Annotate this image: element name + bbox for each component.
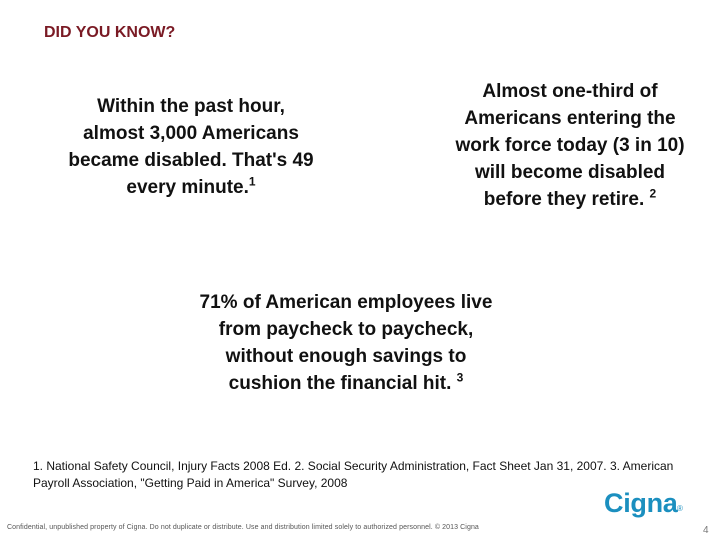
fact-text: Within the past hour, almost 3,000 Ameri… [68, 96, 314, 198]
references: 1. National Safety Council, Injury Facts… [33, 459, 674, 490]
logo-text: Cigna [604, 488, 678, 518]
fact-paycheck-to-paycheck: 71% of American employees live from payc… [196, 289, 496, 397]
registered-mark: ® [677, 504, 683, 513]
cigna-logo: Cigna ® [604, 488, 683, 518]
confidential-footer: Confidential, unpublished property of Ci… [7, 524, 479, 531]
fact-ref: 1 [248, 174, 256, 189]
page-number: 4 [703, 525, 709, 536]
fact-text: 71% of American employees live from payc… [199, 292, 493, 394]
slide-title: DID YOU KNOW? [44, 24, 176, 41]
fact-ref: 3 [456, 370, 464, 385]
fact-one-third-disabled: Almost one-third of Americans entering t… [450, 78, 690, 213]
fact-disabled-per-hour: Within the past hour, almost 3,000 Ameri… [66, 93, 316, 201]
fact-text: Almost one-third of Americans entering t… [455, 81, 685, 210]
fact-ref: 2 [649, 186, 657, 201]
